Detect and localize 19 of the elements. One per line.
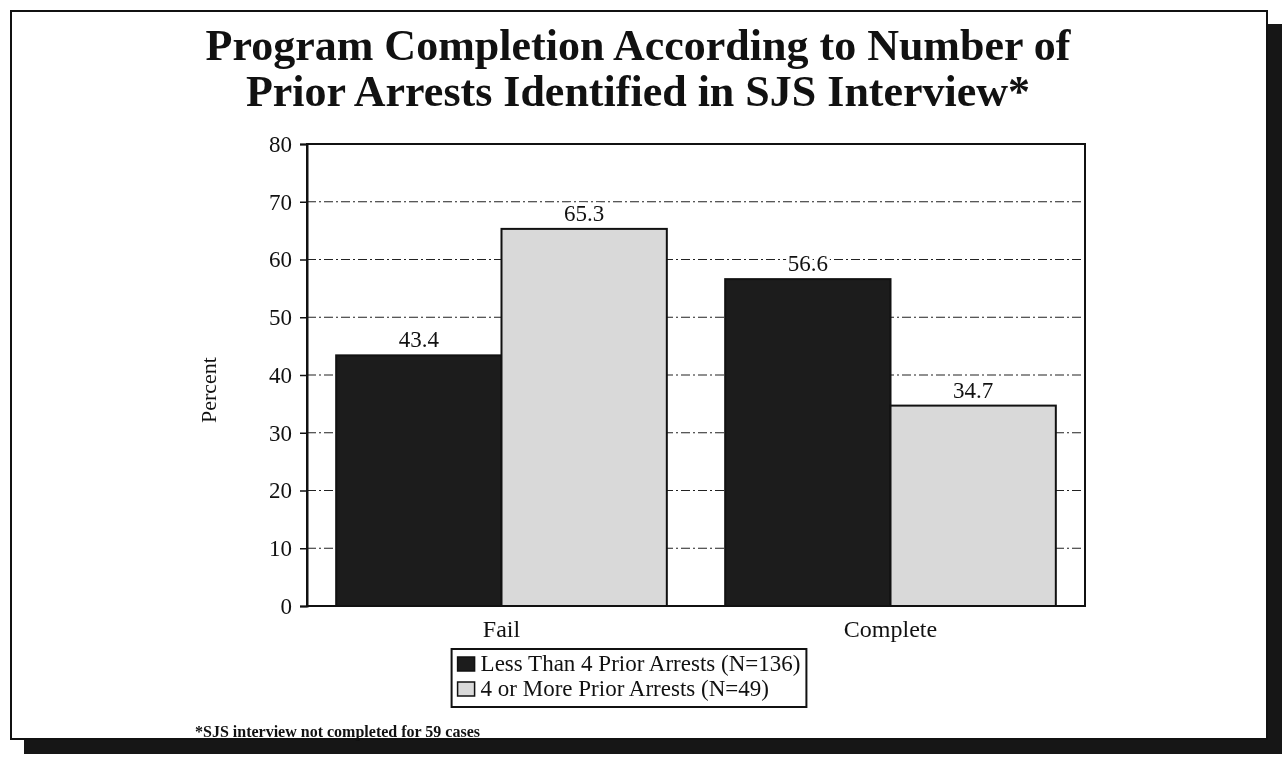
- y-axis-title: Percent: [196, 357, 221, 423]
- y-tick-label: 40: [269, 362, 292, 388]
- x-tick-label: Complete: [843, 616, 938, 643]
- y-tick-label: 60: [269, 247, 292, 273]
- y-tick-label: 20: [269, 478, 292, 504]
- legend-label: Less Than 4 Prior Arrests (N=136): [480, 651, 801, 676]
- y-tick-label: 0: [280, 593, 292, 619]
- y-tick-label: 10: [269, 536, 292, 562]
- legend-label: 4 or More Prior Arrests (N=49): [480, 676, 769, 701]
- y-tick-label: 70: [269, 189, 292, 215]
- text: *SJS interview not completed for 59 cases: [195, 723, 480, 741]
- data-label: 34.7: [953, 377, 994, 403]
- data-label: 43.4: [398, 327, 440, 353]
- x-tick-label: Fail: [482, 616, 521, 643]
- y-tick-label: 50: [269, 305, 292, 331]
- chart-title: Program Completion According to Number of Prior Arrests Identified in SJS Interview*: [205, 21, 1072, 116]
- data-label: 65.3: [564, 200, 605, 226]
- y-tick-label: 80: [269, 131, 292, 157]
- y-tick-label: 30: [269, 420, 292, 446]
